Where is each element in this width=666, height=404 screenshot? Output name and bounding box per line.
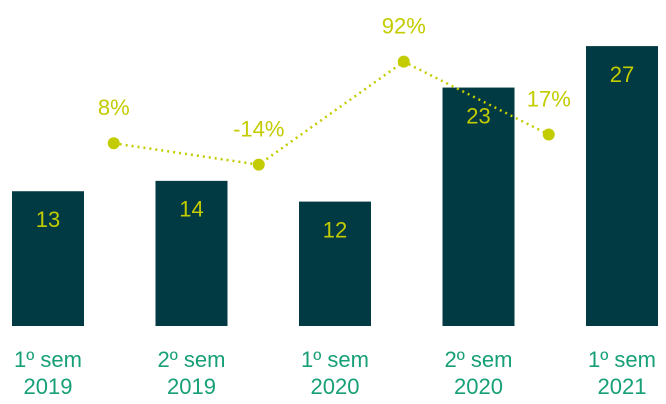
bar-value-label: 23: [466, 103, 490, 128]
bar-value-label: 12: [323, 217, 347, 242]
bar: [586, 46, 658, 326]
x-tick-label: 2º sem 2020: [444, 347, 513, 399]
growth-point: [397, 55, 410, 68]
growth-point: [542, 128, 555, 141]
growth-point: [107, 137, 120, 150]
bar-value-label: 13: [36, 207, 60, 232]
growth-label: 17%: [527, 86, 571, 111]
x-tick-label: 1º sem 2019: [14, 347, 82, 399]
x-tick-label: 1º sem 2021: [588, 347, 656, 399]
bar: [299, 201, 371, 326]
growth-label: 92%: [382, 13, 426, 38]
growth-line: [113, 60, 550, 166]
bar-value-label: 27: [610, 62, 634, 87]
growth-label: 8%: [98, 95, 130, 120]
x-tick-label: 1º sem 2020: [301, 347, 369, 399]
bar: [12, 191, 84, 326]
growth-label: -14%: [233, 116, 284, 141]
bar-value-label: 14: [179, 197, 203, 222]
growth-point: [252, 158, 265, 171]
x-tick-label: 2º sem 2019: [157, 347, 226, 399]
bar: [155, 180, 228, 326]
bar: [442, 87, 515, 326]
